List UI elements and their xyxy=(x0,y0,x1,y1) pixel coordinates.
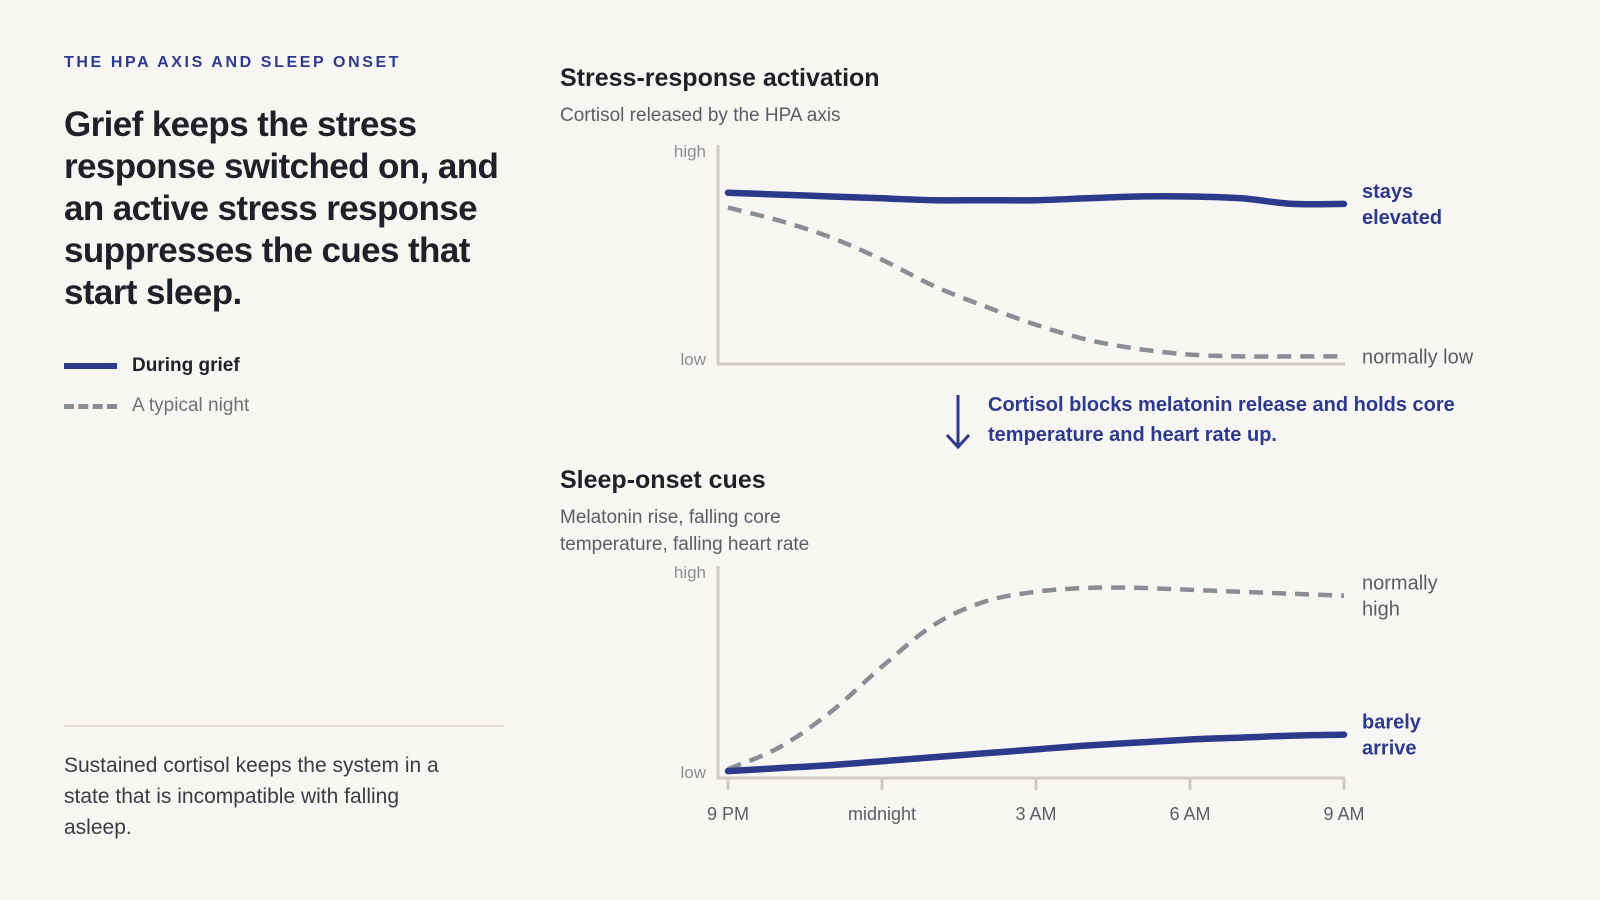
stress-y-tick-low: low xyxy=(680,350,706,369)
left-panel: THE HPA AXIS AND SLEEP ONSET Grief keeps… xyxy=(64,0,504,900)
callout-arrow xyxy=(945,395,971,450)
sleep-y-tick-high: high xyxy=(674,563,706,582)
end-label-line: barely xyxy=(1362,712,1422,734)
x-tick-label: 6 AM xyxy=(1169,804,1210,824)
sleep-y-tick-low: low xyxy=(680,763,706,782)
end-label-line: elevated xyxy=(1362,207,1442,229)
stress-series-grief-line xyxy=(724,189,1348,208)
sleep-end-label-typical: normally high xyxy=(1362,573,1438,621)
x-tick-label: 3 AM xyxy=(1015,804,1056,824)
chart-subtitle-sleep: Melatonin rise, falling core temperature… xyxy=(560,507,810,555)
legend-label-grief: During grief xyxy=(132,355,240,376)
sleep-series-typical-line xyxy=(727,585,1345,772)
end-label-line: arrive xyxy=(1362,738,1417,760)
divider xyxy=(64,725,504,727)
x-tick-label: 9 AM xyxy=(1323,804,1364,824)
sleep-series-grief-line xyxy=(724,731,1348,775)
end-label-line: stays xyxy=(1362,181,1413,203)
legend: During grief A typical night xyxy=(64,346,249,426)
stress-y-tick-high: high xyxy=(674,142,706,161)
callout-text: Cortisol blocks melatonin release and ho… xyxy=(988,394,1455,446)
x-tick-label: midnight xyxy=(848,804,916,824)
stress-chart: high low stays elevated normally low xyxy=(674,142,1474,369)
legend-swatch-solid xyxy=(64,363,117,369)
stress-end-label-grief: stays elevated xyxy=(1362,181,1442,229)
stress-end-label-typical: normally low xyxy=(1362,346,1474,368)
chart-title-sleep: Sleep-onset cues xyxy=(560,466,766,494)
footnote: Sustained cortisol keeps the system in a… xyxy=(64,754,439,839)
end-label-line: normally xyxy=(1362,573,1438,595)
legend-item-typical: A typical night xyxy=(64,386,249,426)
stress-series-typical-line xyxy=(727,205,1344,359)
legend-item-grief: During grief xyxy=(64,346,249,386)
eyebrow-label: THE HPA AXIS AND SLEEP ONSET xyxy=(64,54,402,71)
x-tick-label: 9 PM xyxy=(707,804,749,824)
sleep-end-label-grief: barely arrive xyxy=(1362,712,1422,760)
headline: Grief keeps the stress response switched… xyxy=(64,105,499,312)
arrow-head-icon xyxy=(945,433,971,450)
chart-subtitle-stress: Cortisol released by the HPA axis xyxy=(560,105,841,126)
chart-title-stress: Stress-response activation xyxy=(560,64,880,92)
legend-label-typical: A typical night xyxy=(132,395,250,416)
end-label-line: high xyxy=(1362,599,1400,621)
sleep-x-ticks: 9 PM midnight 3 AM 6 AM 9 AM xyxy=(707,778,1365,824)
end-label-line: normally low xyxy=(1362,346,1474,368)
sleep-chart: high low 9 PM midnight 3 AM 6 AM 9 AM normal… xyxy=(674,563,1438,824)
legend-swatch-dashed xyxy=(64,403,117,409)
